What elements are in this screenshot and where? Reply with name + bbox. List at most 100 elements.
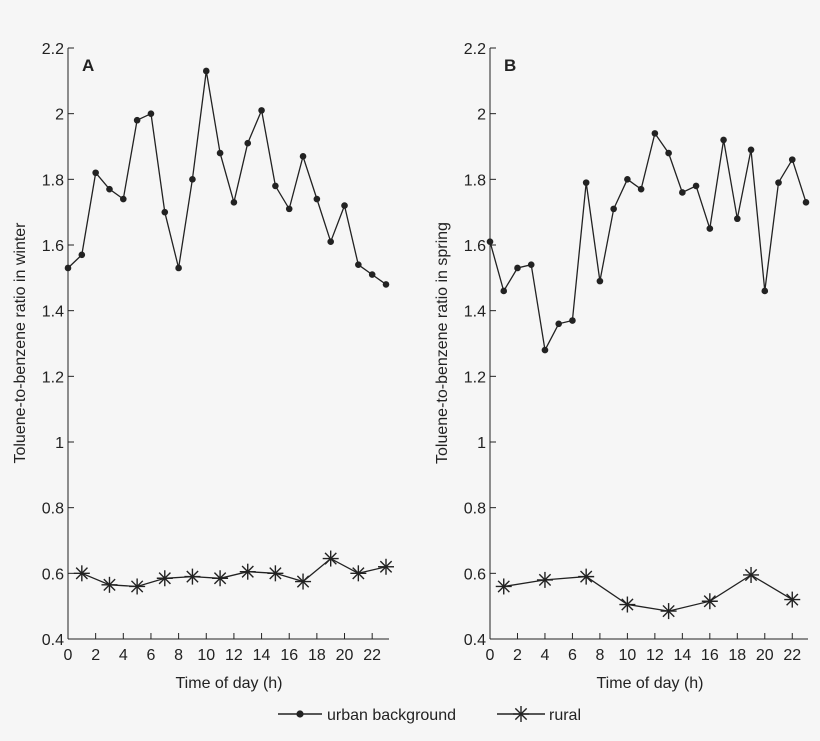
urban-background-point bbox=[761, 287, 769, 295]
rural-point-stroke bbox=[296, 575, 310, 588]
urban-background-point bbox=[500, 287, 508, 295]
legend-rural-asterisk bbox=[513, 706, 529, 722]
urban-background-point bbox=[541, 346, 549, 354]
y-tick-label: 1.6 bbox=[42, 238, 64, 255]
urban-background-point bbox=[355, 261, 362, 269]
rural-point bbox=[784, 591, 801, 608]
x-tick-label: 6 bbox=[147, 647, 156, 664]
urban-background-point bbox=[341, 202, 348, 209]
rural-point bbox=[239, 563, 256, 580]
urban-background-point bbox=[527, 261, 535, 269]
urban-background-point bbox=[775, 179, 782, 186]
rural-point-stroke bbox=[379, 560, 393, 573]
y-tick-label: 1 bbox=[477, 435, 486, 452]
rural-point-stroke bbox=[703, 595, 716, 608]
x-tick-label: 2 bbox=[91, 647, 100, 664]
urban-background-point bbox=[92, 169, 99, 177]
urban-background-point bbox=[133, 116, 141, 124]
rural-point bbox=[295, 573, 312, 590]
legend-urban-label: urban background bbox=[327, 707, 456, 724]
x-tick-label: 10 bbox=[618, 647, 636, 664]
urban-background-point bbox=[486, 238, 494, 246]
urban-background-point bbox=[64, 264, 72, 272]
x-tick-label: 14 bbox=[253, 647, 271, 664]
urban-background-point bbox=[692, 182, 700, 190]
rural-point bbox=[350, 565, 367, 582]
rural-point bbox=[495, 578, 512, 595]
urban-background-point bbox=[272, 182, 279, 190]
rural-point bbox=[156, 570, 173, 587]
urban-background-point bbox=[624, 176, 631, 183]
panel-a-series bbox=[64, 67, 394, 595]
rural-point bbox=[101, 576, 118, 593]
legend-rural-label: rural bbox=[549, 707, 581, 724]
urban-background-point bbox=[582, 179, 590, 186]
rural-line bbox=[81, 557, 387, 588]
rural-point bbox=[73, 565, 90, 582]
urban-background-point bbox=[555, 320, 562, 328]
y-tick-label: 1 bbox=[55, 435, 64, 452]
x-tick-label: 22 bbox=[363, 647, 381, 664]
legend: urban background rural bbox=[278, 706, 581, 724]
rural-point-stroke bbox=[662, 604, 675, 618]
urban-background-point bbox=[720, 136, 727, 144]
x-tick-label: 18 bbox=[728, 647, 746, 664]
urban-background-point bbox=[651, 130, 659, 137]
urban-background-line bbox=[67, 70, 387, 285]
y-tick-label: 1.4 bbox=[464, 304, 486, 321]
urban-background-point bbox=[382, 281, 390, 288]
urban-background-point bbox=[569, 317, 576, 324]
urban-background-point bbox=[637, 185, 645, 193]
rural-point bbox=[701, 593, 718, 610]
urban-background-point bbox=[258, 107, 265, 114]
panel-b-x-axis-label: Time of day (h) bbox=[597, 675, 704, 692]
y-tick-label: 2.2 bbox=[464, 41, 486, 58]
urban-background-point bbox=[78, 251, 86, 259]
x-tick-label: 14 bbox=[673, 647, 691, 664]
rural-point-stroke bbox=[213, 572, 227, 585]
rural-point bbox=[267, 565, 284, 582]
urban-background-point bbox=[802, 199, 810, 206]
urban-background-point bbox=[327, 238, 334, 246]
y-tick-label: 0.8 bbox=[42, 501, 64, 518]
y-tick-label: 1.4 bbox=[42, 304, 64, 321]
x-tick-label: 20 bbox=[756, 647, 774, 664]
rural-point-stroke bbox=[786, 593, 799, 606]
urban-background-point bbox=[679, 189, 686, 196]
rural-point-stroke bbox=[744, 568, 758, 582]
urban-background-point bbox=[120, 195, 127, 203]
urban-background-point bbox=[788, 156, 796, 163]
x-tick-label: 8 bbox=[595, 647, 604, 664]
urban-background-point bbox=[175, 264, 182, 272]
y-tick-label: 2 bbox=[477, 107, 486, 124]
x-tick-label: 6 bbox=[568, 647, 577, 664]
rural-point-stroke bbox=[158, 572, 171, 585]
panel-b: 0.4 0.6 0.8 1 1.2 1.4 1.6 1.8 2 2.2 0 2 4 6 8 10 12 14 16… bbox=[434, 41, 810, 692]
x-tick-label: 4 bbox=[541, 647, 550, 664]
rural-point bbox=[536, 571, 553, 588]
urban-background-point bbox=[665, 149, 672, 157]
legend-rural-marker bbox=[513, 706, 529, 722]
urban-background-line bbox=[489, 131, 807, 353]
rural-point bbox=[212, 570, 229, 587]
y-tick-label: 0.4 bbox=[42, 632, 64, 649]
urban-background-point bbox=[189, 176, 196, 183]
panel-b-label: B bbox=[504, 56, 516, 75]
rural-point bbox=[660, 603, 677, 620]
y-tick-label: 1.6 bbox=[464, 238, 486, 255]
panel-a-label: A bbox=[82, 56, 94, 75]
urban-background-point bbox=[147, 110, 155, 117]
urban-background-point bbox=[313, 195, 321, 203]
legend-rural-asterisk-stroke bbox=[514, 707, 528, 721]
y-tick-label: 2.2 bbox=[42, 41, 64, 58]
rural-point bbox=[378, 558, 394, 575]
urban-background-point bbox=[596, 277, 604, 285]
urban-background-point bbox=[202, 67, 210, 75]
rural-point-stroke bbox=[352, 567, 365, 580]
rural-point bbox=[578, 568, 595, 585]
x-tick-label: 16 bbox=[701, 647, 719, 664]
y-tick-label: 1.8 bbox=[42, 172, 64, 189]
rural-point-stroke bbox=[497, 580, 510, 593]
urban-background-point bbox=[106, 185, 113, 193]
rural-point bbox=[129, 578, 146, 595]
